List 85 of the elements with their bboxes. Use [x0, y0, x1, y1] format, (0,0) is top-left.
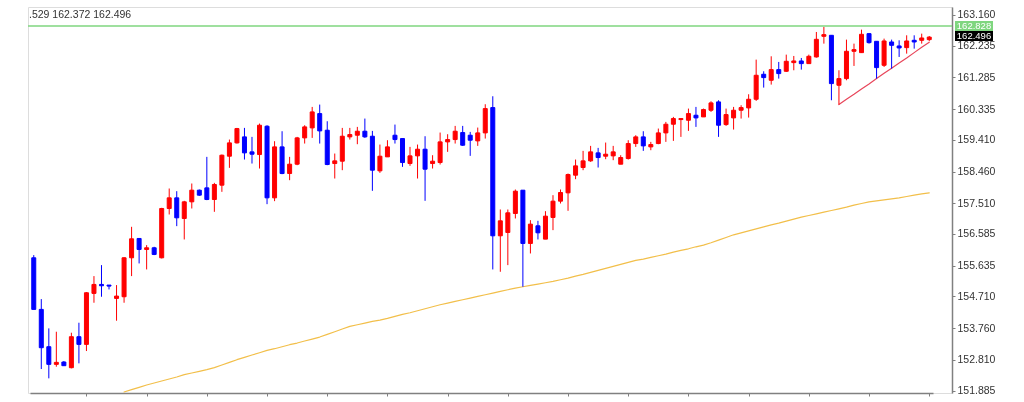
- candlestick: [302, 124, 308, 145]
- text: 162.496: [956, 30, 992, 42]
- candlestick: [106, 284, 112, 290]
- candlestick: [76, 322, 82, 364]
- candlestick: [46, 327, 52, 379]
- candlestick: [535, 220, 541, 240]
- candlestick: [550, 194, 556, 231]
- y-tick-label: 153.760: [957, 321, 996, 334]
- candlestick: [813, 31, 819, 59]
- y-tick-label: 161.285: [957, 70, 996, 83]
- candlestick: [91, 275, 97, 304]
- y-tick-label: 152.810: [957, 353, 996, 366]
- candlestick: [241, 127, 247, 161]
- y-tick-label: 154.710: [957, 289, 996, 302]
- y-tick-label: 162.235: [957, 39, 996, 52]
- candlestick: [497, 208, 503, 273]
- candlestick: [753, 59, 759, 102]
- candlestick: [98, 264, 104, 298]
- y-tick-label: 155.635: [957, 259, 996, 272]
- candlestick: [663, 121, 669, 143]
- candlestick: [114, 284, 120, 322]
- candlestick: [821, 26, 827, 45]
- candlestick: [716, 99, 722, 138]
- candlestick: [595, 147, 601, 169]
- candlestick: [527, 219, 533, 254]
- candlestick: [640, 130, 646, 152]
- candlestick: [362, 118, 368, 139]
- y-tick-label: 160.335: [957, 102, 996, 115]
- y-tick-label: 156.585: [957, 227, 996, 240]
- candlestick: [309, 106, 315, 139]
- candlestick: [542, 210, 548, 240]
- candlestick: [460, 125, 466, 147]
- candlestick: [181, 200, 187, 240]
- candlestick: [392, 124, 398, 145]
- candlestick: [407, 146, 413, 167]
- candlestick: [189, 183, 195, 209]
- y-tick-label: 151.885: [957, 384, 996, 396]
- candlestick: [505, 208, 511, 266]
- candlestick: [467, 131, 473, 157]
- candlestick: [889, 39, 895, 70]
- candlestick: [144, 244, 150, 270]
- y-tick-label: 158.460: [957, 165, 996, 178]
- candlestick: [211, 182, 217, 213]
- candlestick: [746, 93, 752, 119]
- candlestick: [415, 144, 421, 180]
- candlestick: [625, 139, 631, 161]
- candlestick: [904, 34, 910, 55]
- candlestick: [851, 43, 857, 67]
- candlestick: [377, 144, 383, 174]
- ref-line-label: 162.828: [956, 20, 992, 32]
- candlestick: [249, 136, 255, 165]
- candlestick: [399, 138, 405, 168]
- line-series: [123, 192, 930, 393]
- candlestick: [204, 156, 210, 201]
- y-tick-label: 157.510: [957, 196, 996, 209]
- y-tick-label: 163.160: [957, 8, 996, 21]
- candlestick: [670, 116, 676, 142]
- candlestick: [836, 69, 842, 106]
- candlestick: [573, 159, 579, 180]
- candlestick: [896, 39, 902, 58]
- candlestick: [287, 156, 293, 181]
- candlestick: [685, 108, 691, 132]
- candlestick: [332, 153, 338, 180]
- y-tick-label: 159.410: [957, 133, 996, 146]
- candlestick: [226, 139, 232, 169]
- candlestick: [437, 132, 443, 166]
- candlestick: [166, 188, 172, 215]
- candlestick: [693, 106, 699, 128]
- candlestick: [678, 118, 684, 138]
- candlestick: [174, 190, 180, 227]
- candlestick: [53, 331, 59, 368]
- candlestick: [475, 127, 481, 147]
- candlestick: [512, 189, 518, 219]
- candlestick: [580, 150, 586, 171]
- candlestick: [422, 135, 428, 202]
- candlestick: [731, 106, 737, 131]
- candlestick: [129, 226, 135, 277]
- candlestick: [136, 237, 142, 264]
- line-series: [838, 41, 930, 106]
- candlestick: [317, 104, 323, 145]
- candlestick: [859, 29, 865, 54]
- candlestick: [738, 104, 744, 120]
- candlestick: [768, 55, 774, 86]
- candlestick: [565, 173, 571, 212]
- annotation: .529 162.372 162.496: [29, 8, 132, 20]
